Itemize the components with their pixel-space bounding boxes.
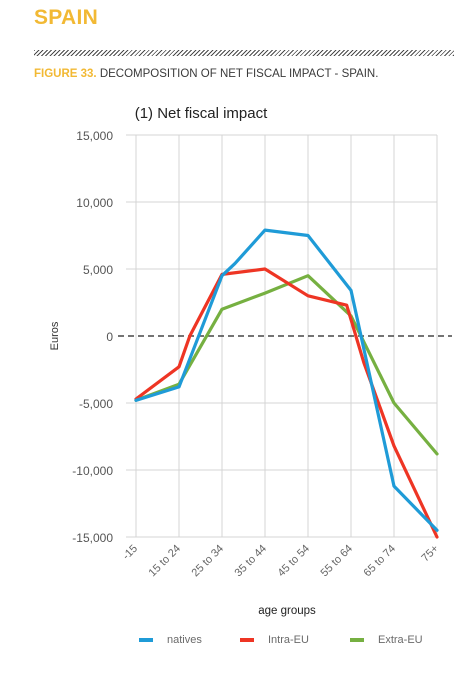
figure-number: FIGURE 33. (34, 68, 97, 80)
y-tick-label: 5,000 (83, 263, 113, 277)
legend-label-intra-eu: Intra-EU (268, 634, 309, 646)
y-tick-label: 0 (106, 330, 113, 344)
x-tick-labels: -15 15 to 24 25 to 34 35 to 44 45 to 54 55 to… (120, 543, 441, 580)
x-tick-label: 15 to 24 (147, 543, 184, 580)
x-axis-label: age groups (258, 605, 316, 617)
y-tick-label: -5,000 (79, 397, 113, 411)
x-tick-label: 25 to 34 (190, 543, 227, 580)
legend-label-extra-eu: Extra-EU (378, 634, 423, 646)
legend-item-extra-eu: Extra-EU (350, 634, 423, 646)
legend-label-natives: natives (167, 634, 202, 646)
y-tick-labels: 15,000 10,000 5,000 0 -5,000 -10,000 -15,000 (72, 129, 113, 545)
legend-item-intra-eu: Intra-EU (240, 634, 309, 646)
figure-caption: FIGURE 33. DECOMPOSITION OF NET FISCAL I… (34, 68, 378, 80)
legend-swatch-intra-eu (240, 638, 254, 642)
x-tick-label: -15 (120, 543, 140, 563)
x-tick-label: 35 to 44 (233, 543, 270, 580)
chart-title: (1) Net fiscal impact (135, 105, 268, 122)
y-tick-label: 10,000 (76, 196, 113, 210)
y-tick-label: 15,000 (76, 129, 113, 143)
legend-item-natives: natives (139, 634, 202, 646)
legend-swatch-natives (139, 638, 153, 642)
y-axis-label: Euros (49, 321, 61, 350)
x-tick-label: 45 to 54 (276, 543, 313, 580)
x-tick-label: 65 to 74 (362, 543, 399, 580)
section-title: SPAIN (34, 6, 99, 29)
series-line-intra-eu (134, 267, 439, 539)
legend-swatch-extra-eu (350, 638, 364, 642)
chart-legend: natives Intra-EU Extra-EU (0, 634, 454, 650)
figure-title: DECOMPOSITION OF NET FISCAL IMPACT - SPA… (96, 68, 379, 80)
gridlines (126, 134, 438, 538)
series-lines (134, 228, 439, 539)
x-tick-label: 75+ (419, 543, 441, 565)
series-line-natives (134, 228, 439, 532)
y-tick-label: -15,000 (72, 531, 113, 545)
x-tick-label: 55 to 64 (319, 543, 356, 580)
hatched-divider (34, 50, 454, 56)
y-tick-label: -10,000 (72, 464, 113, 478)
